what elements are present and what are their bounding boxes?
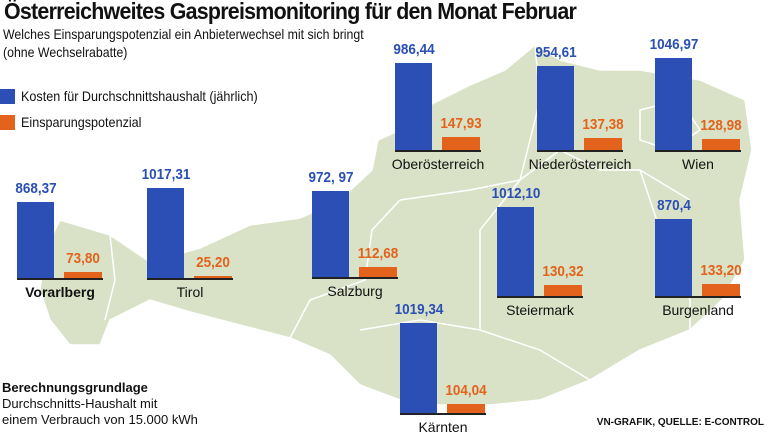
region-label-salzburg: Salzburg [327, 283, 383, 299]
region-label-oberösterreich: Oberösterreich [391, 156, 485, 172]
value-cost-salzburg: 972, 97 [308, 169, 354, 187]
footnote-line-2: einem Verbrauch von 15.000 kWh [2, 412, 198, 427]
region-label-vorarlberg: Vorarlberg [25, 284, 95, 300]
footnote-heading: Berechnungsgrundlage [2, 380, 148, 395]
value-savings-niederösterreich: 137,38 [582, 115, 624, 133]
legend-item-savings: Einsparungspotenzial [0, 114, 155, 130]
bar-cost-kärnten [400, 323, 437, 413]
baseline-vorarlberg [17, 278, 103, 280]
page-title: Österreichweites Gaspreismonitoring für … [4, 0, 577, 24]
legend-swatch-cost [0, 88, 15, 104]
bar-savings-tirol [194, 275, 232, 278]
baseline-wien [655, 150, 741, 152]
value-cost-niederösterreich: 954,61 [535, 43, 577, 61]
bar-savings-burgenland [702, 284, 740, 296]
baseline-tirol [147, 278, 233, 280]
legend-label-savings: Einsparungspotenzial [21, 114, 142, 130]
legend-swatch-savings [0, 114, 15, 130]
baseline-salzburg [312, 277, 398, 279]
baseline-oberösterreich [395, 150, 481, 152]
bar-savings-steiermark [544, 284, 582, 296]
value-cost-oberösterreich: 986,44 [393, 41, 435, 59]
value-savings-steiermark: 130,32 [542, 262, 584, 280]
bar-savings-vorarlberg [64, 271, 102, 278]
bar-savings-wien [702, 138, 740, 150]
austria-outline [39, 44, 753, 406]
baseline-burgenland [655, 296, 741, 298]
value-savings-vorarlberg: 73,80 [66, 249, 100, 267]
value-savings-burgenland: 133,20 [700, 262, 742, 280]
subtitle-line-1: Welches Einsparungspotenzial ein Anbiete… [3, 26, 364, 42]
value-savings-salzburg: 112,68 [357, 245, 399, 263]
legend-item-cost: Kosten für Durchschnittshaushalt (jährli… [0, 88, 284, 104]
bar-cost-wien [655, 57, 692, 150]
region-label-tirol: Tirol [176, 284, 204, 300]
value-savings-oberösterreich: 147,93 [440, 114, 482, 132]
bar-cost-steiermark [497, 206, 534, 296]
bar-savings-salzburg [359, 267, 397, 277]
bar-cost-burgenland [655, 219, 692, 296]
bar-cost-niederösterreich [537, 65, 574, 150]
bar-cost-tirol [147, 188, 184, 278]
baseline-kärnten [400, 413, 486, 415]
value-cost-kärnten: 1019,34 [394, 301, 444, 319]
bar-savings-niederösterreich [584, 137, 622, 150]
value-cost-steiermark: 1012,10 [491, 184, 541, 202]
region-label-kärnten: Kärnten [418, 419, 468, 434]
baseline-steiermark [497, 296, 583, 298]
bar-savings-kärnten [447, 403, 485, 413]
legend-label-cost: Kosten für Durchschnittshaushalt (jährli… [21, 88, 258, 104]
region-label-wien: Wien [682, 156, 714, 172]
value-cost-tirol: 1017,31 [141, 166, 191, 184]
subtitle-line-2: (ohne Wechselrabatte) [3, 44, 128, 60]
bar-cost-oberösterreich [395, 63, 432, 150]
bar-cost-vorarlberg [17, 201, 54, 278]
value-cost-vorarlberg: 868,37 [15, 179, 57, 197]
baseline-niederösterreich [537, 150, 623, 152]
region-label-niederösterreich: Niederösterreich [528, 156, 632, 172]
value-savings-tirol: 25,20 [196, 253, 230, 271]
value-cost-burgenland: 870,4 [657, 197, 691, 215]
bar-cost-salzburg [312, 191, 349, 277]
value-savings-wien: 128,98 [700, 116, 742, 134]
source-credit: VN-GRAFIK, QUELLE: E-CONTROL [596, 417, 764, 428]
region-label-burgenland: Burgenland [662, 302, 734, 318]
bar-savings-oberösterreich [442, 136, 480, 150]
value-cost-wien: 1046,97 [649, 35, 699, 53]
value-savings-kärnten: 104,04 [445, 381, 487, 399]
footnote-line-1: Durchschnitts-Haushalt mit [2, 396, 158, 411]
region-label-steiermark: Steiermark [506, 302, 574, 318]
